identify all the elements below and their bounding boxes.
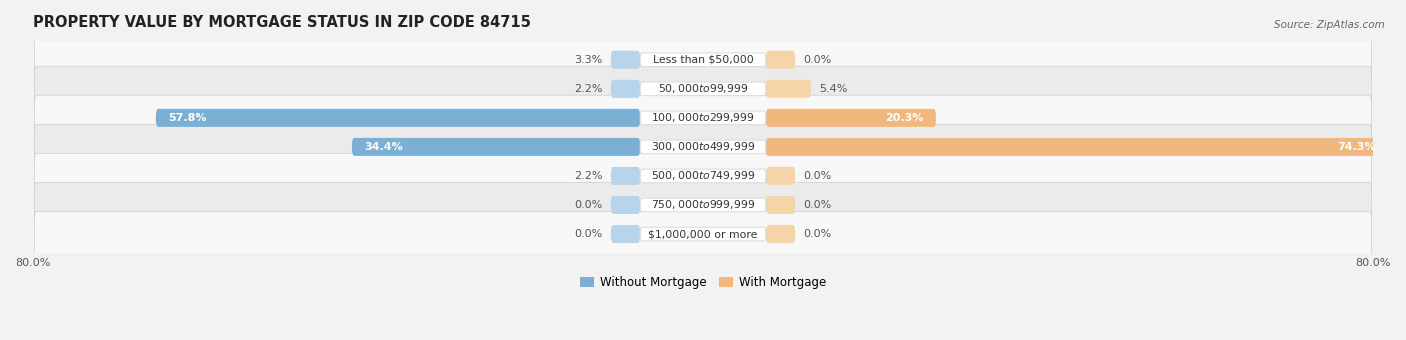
Text: 3.3%: 3.3% xyxy=(574,55,602,65)
Text: $100,000 to $299,999: $100,000 to $299,999 xyxy=(651,112,755,124)
FancyBboxPatch shape xyxy=(766,109,936,127)
FancyBboxPatch shape xyxy=(640,227,766,241)
Text: 0.0%: 0.0% xyxy=(804,200,832,210)
FancyBboxPatch shape xyxy=(34,66,1372,112)
FancyBboxPatch shape xyxy=(766,138,1388,156)
FancyBboxPatch shape xyxy=(610,51,640,69)
Text: $300,000 to $499,999: $300,000 to $499,999 xyxy=(651,140,755,153)
Text: 0.0%: 0.0% xyxy=(804,229,832,239)
Text: PROPERTY VALUE BY MORTGAGE STATUS IN ZIP CODE 84715: PROPERTY VALUE BY MORTGAGE STATUS IN ZIP… xyxy=(32,15,530,30)
Text: Less than $50,000: Less than $50,000 xyxy=(652,55,754,65)
Text: 0.0%: 0.0% xyxy=(804,171,832,181)
Text: 34.4%: 34.4% xyxy=(364,142,404,152)
FancyBboxPatch shape xyxy=(610,196,640,214)
FancyBboxPatch shape xyxy=(156,109,640,127)
Legend: Without Mortgage, With Mortgage: Without Mortgage, With Mortgage xyxy=(575,271,831,294)
FancyBboxPatch shape xyxy=(34,182,1372,228)
Text: 20.3%: 20.3% xyxy=(884,113,924,123)
Text: 0.0%: 0.0% xyxy=(574,200,602,210)
Text: 2.2%: 2.2% xyxy=(574,84,602,94)
FancyBboxPatch shape xyxy=(766,80,811,98)
FancyBboxPatch shape xyxy=(34,153,1372,199)
FancyBboxPatch shape xyxy=(640,169,766,183)
FancyBboxPatch shape xyxy=(34,211,1372,257)
FancyBboxPatch shape xyxy=(766,51,796,69)
FancyBboxPatch shape xyxy=(610,80,640,98)
FancyBboxPatch shape xyxy=(640,82,766,96)
FancyBboxPatch shape xyxy=(640,53,766,67)
FancyBboxPatch shape xyxy=(34,124,1372,170)
Text: 5.4%: 5.4% xyxy=(820,84,848,94)
Text: 0.0%: 0.0% xyxy=(574,229,602,239)
Text: $1,000,000 or more: $1,000,000 or more xyxy=(648,229,758,239)
FancyBboxPatch shape xyxy=(610,225,640,243)
FancyBboxPatch shape xyxy=(352,138,640,156)
Text: $500,000 to $749,999: $500,000 to $749,999 xyxy=(651,169,755,183)
Text: Source: ZipAtlas.com: Source: ZipAtlas.com xyxy=(1274,20,1385,30)
Text: $750,000 to $999,999: $750,000 to $999,999 xyxy=(651,199,755,211)
FancyBboxPatch shape xyxy=(640,198,766,212)
FancyBboxPatch shape xyxy=(766,225,796,243)
FancyBboxPatch shape xyxy=(766,167,796,185)
FancyBboxPatch shape xyxy=(34,37,1372,82)
FancyBboxPatch shape xyxy=(34,95,1372,140)
Text: $50,000 to $99,999: $50,000 to $99,999 xyxy=(658,82,748,95)
Text: 74.3%: 74.3% xyxy=(1337,142,1376,152)
FancyBboxPatch shape xyxy=(640,111,766,125)
FancyBboxPatch shape xyxy=(640,140,766,154)
FancyBboxPatch shape xyxy=(610,167,640,185)
FancyBboxPatch shape xyxy=(766,196,796,214)
Text: 0.0%: 0.0% xyxy=(804,55,832,65)
Text: 57.8%: 57.8% xyxy=(169,113,207,123)
Text: 2.2%: 2.2% xyxy=(574,171,602,181)
